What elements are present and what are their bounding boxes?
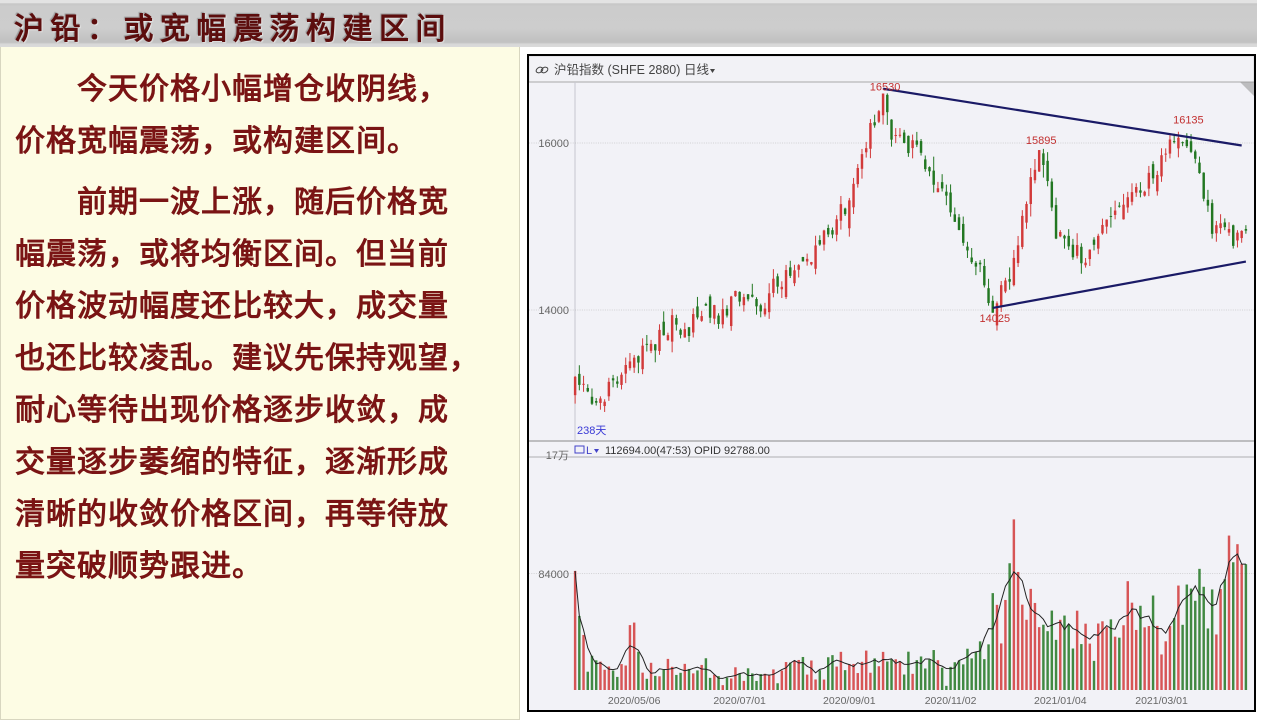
svg-text:14000: 14000 <box>538 305 569 317</box>
svg-text:17万: 17万 <box>546 450 569 462</box>
svg-text:84000: 84000 <box>538 569 569 581</box>
svg-text:112694.00(47:53) OPID 92788.0: 112694.00(47:53) OPID 92788.00 <box>605 445 770 457</box>
svg-text:日线: 日线 <box>684 63 710 77</box>
svg-text:沪铅指数 (SHFE 2880): 沪铅指数 (SHFE 2880) <box>554 62 680 77</box>
svg-text:2021/01/04: 2021/01/04 <box>1034 695 1087 707</box>
svg-text:2020/07/01: 2020/07/01 <box>713 695 766 707</box>
svg-text:238天: 238天 <box>577 425 606 437</box>
svg-text:16135: 16135 <box>1173 115 1204 127</box>
svg-text:14025: 14025 <box>979 313 1010 325</box>
svg-text:L: L <box>586 445 592 457</box>
svg-text:2020/11/02: 2020/11/02 <box>925 695 977 707</box>
svg-text:2020/09/01: 2020/09/01 <box>823 695 876 707</box>
svg-text:16530: 16530 <box>870 82 901 94</box>
svg-text:16000: 16000 <box>538 138 569 150</box>
svg-text:15895: 15895 <box>1026 135 1057 147</box>
svg-text:2021/03/01: 2021/03/01 <box>1135 695 1188 707</box>
svg-text:2020/05/06: 2020/05/06 <box>608 695 661 707</box>
